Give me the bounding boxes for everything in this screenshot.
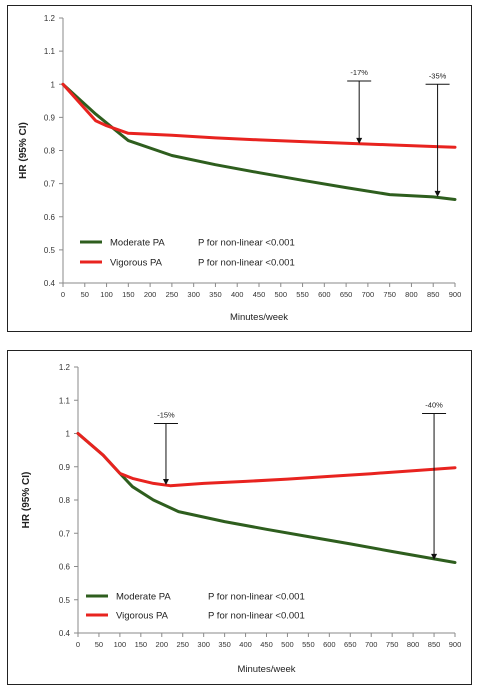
- annotation-label: -40%: [425, 401, 443, 410]
- x-axis-label: Minutes/week: [230, 312, 288, 323]
- x-tick-label: 700: [362, 290, 375, 299]
- x-tick-label: 750: [383, 290, 396, 299]
- y-tick-label: 1.1: [59, 396, 71, 405]
- y-tick-label: 0.8: [59, 496, 71, 505]
- x-tick-label: 600: [323, 640, 336, 649]
- annotation-arrow-head: [356, 137, 363, 144]
- x-tick-label: 600: [318, 290, 331, 299]
- x-tick-label: 550: [302, 640, 315, 649]
- chart-panel-bottom: 0.4 0.5 0.6 0.7 0.8 0.9 1 1.1 1.2 0 50 100 150 200 250…: [7, 350, 472, 685]
- annotation-arrow-head: [431, 553, 438, 560]
- y-tick-label: 0.9: [44, 113, 56, 122]
- y-tick-label: 0.7: [59, 529, 71, 538]
- annotation-label: -17%: [350, 68, 368, 77]
- annotation-label: -15%: [157, 411, 175, 420]
- x-tick-label: 550: [296, 290, 309, 299]
- x-tick-label: 0: [61, 290, 65, 299]
- x-tick-label: 450: [253, 290, 266, 299]
- y-tick-label: 0.5: [44, 246, 56, 255]
- x-tick-label: 350: [209, 290, 222, 299]
- y-tick-label: 1: [51, 80, 56, 89]
- y-tick-label: 1.2: [44, 14, 56, 23]
- x-axis-label: Minutes/week: [237, 664, 295, 675]
- legend-note: P for non-linear <0.001: [198, 238, 295, 249]
- y-tick-label: 0.6: [44, 213, 56, 222]
- y-axis-label: HR (95% CI): [21, 472, 32, 529]
- x-tick-label: 450: [260, 640, 273, 649]
- legend-entry: Moderate PA: [110, 238, 165, 249]
- y-tick-label: 0.8: [44, 147, 56, 156]
- x-tick-label: 350: [218, 640, 231, 649]
- x-tick-label: 850: [428, 640, 441, 649]
- x-tick-label: 850: [427, 290, 440, 299]
- x-tick-label: 700: [365, 640, 378, 649]
- x-tick-label: 100: [114, 640, 127, 649]
- x-tick-label: 150: [135, 640, 148, 649]
- y-tick-label: 0.5: [59, 596, 71, 605]
- x-tick-label: 200: [156, 640, 169, 649]
- chart-svg-bottom: 0.4 0.5 0.6 0.7 0.8 0.9 1 1.1 1.2 0 50 100 150 200 250…: [21, 363, 462, 675]
- series-line-moderate-pa: [61, 82, 457, 201]
- x-tick-label: 0: [76, 640, 80, 649]
- x-tick-label: 800: [405, 290, 418, 299]
- x-tick-label: 800: [407, 640, 420, 649]
- series-line-moderate-pa: [76, 432, 457, 564]
- annotation-label: -35%: [429, 71, 447, 80]
- x-tick-label: 300: [187, 290, 200, 299]
- legend-note: P for non-linear <0.001: [208, 611, 305, 622]
- x-tick-label: 250: [166, 290, 179, 299]
- series-line-vigorous-pa: [76, 432, 457, 488]
- x-tick-label: 50: [81, 290, 89, 299]
- annotation-arrow-head: [162, 479, 169, 486]
- x-tick-label: 200: [144, 290, 157, 299]
- x-tick-label: 50: [95, 640, 103, 649]
- x-tick-label: 300: [197, 640, 210, 649]
- x-tick-label: 400: [239, 640, 252, 649]
- legend-entry: Vigorous PA: [116, 611, 169, 622]
- legend-entry: Moderate PA: [116, 592, 171, 603]
- y-tick-label: 0.6: [59, 563, 71, 572]
- y-tick-label: 1.2: [59, 363, 71, 372]
- x-tick-label: 250: [176, 640, 189, 649]
- chart-svg-top: 0.4 0.5 0.6 0.7 0.8 0.9 1 1.1 1.2 0 50 100 150 200 250…: [18, 14, 462, 323]
- y-tick-label: 0.9: [59, 463, 71, 472]
- y-axis-label: HR (95% CI): [18, 122, 29, 179]
- series-line-vigorous-pa: [61, 82, 457, 149]
- legend-note: P for non-linear <0.001: [198, 258, 295, 269]
- x-tick-label: 150: [122, 290, 135, 299]
- y-tick-label: 1: [66, 430, 71, 439]
- chart-panel-top: 0.4 0.5 0.6 0.7 0.8 0.9 1 1.1 1.2 0 50 100 150 200 250…: [7, 5, 472, 332]
- y-tick-label: 0.7: [44, 180, 56, 189]
- x-tick-label: 900: [449, 640, 462, 649]
- x-tick-label: 500: [275, 290, 288, 299]
- x-tick-label: 900: [449, 290, 462, 299]
- x-tick-label: 650: [340, 290, 353, 299]
- y-tick-label: 1.1: [44, 47, 56, 56]
- y-tick-label: 0.4: [44, 279, 56, 288]
- x-tick-label: 650: [344, 640, 357, 649]
- x-tick-label: 400: [231, 290, 244, 299]
- legend-note: P for non-linear <0.001: [208, 592, 305, 603]
- x-tick-label: 500: [281, 640, 294, 649]
- y-tick-label: 0.4: [59, 629, 71, 638]
- x-tick-label: 750: [386, 640, 399, 649]
- annotation-arrow-head: [434, 190, 441, 197]
- legend-entry: Vigorous PA: [110, 258, 163, 269]
- x-tick-label: 100: [100, 290, 113, 299]
